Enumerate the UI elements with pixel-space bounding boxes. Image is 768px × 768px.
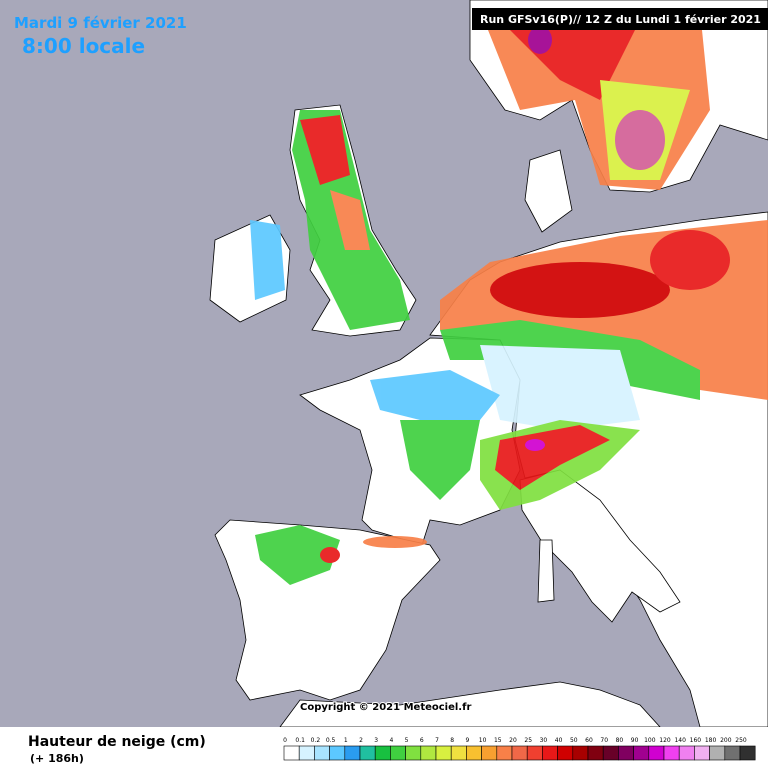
scale-label: 7 — [435, 737, 439, 744]
scale-swatch — [496, 745, 513, 761]
scale-swatch — [618, 745, 634, 761]
scale-swatch — [390, 745, 406, 761]
color-scale: 0 0.1 0.2 0.5 1 2 3 4 5 6 7 8 9 10 15 20 25 30 40 50 60 70 80 9… — [283, 737, 756, 761]
scale-swatch — [542, 745, 558, 761]
scale-swatch — [420, 745, 437, 761]
scale-swatch — [572, 745, 589, 761]
scale-label: 70 — [600, 737, 608, 744]
scale-swatch — [481, 745, 498, 761]
scale-swatch — [314, 745, 330, 761]
scale-swatch — [557, 745, 574, 761]
scale-label: 160 — [690, 737, 702, 744]
run-banner — [472, 8, 768, 30]
scale-label: 140 — [674, 737, 686, 744]
scale-label: 180 — [705, 737, 717, 744]
scale-swatch — [724, 745, 741, 761]
scale-swatch — [587, 745, 604, 761]
scale-swatch — [435, 745, 452, 761]
scale-swatch — [283, 745, 300, 761]
scale-swatch — [739, 745, 756, 761]
scale-label: 3 — [374, 737, 378, 744]
scale-swatch — [374, 745, 391, 761]
scale-label: 1 — [344, 737, 348, 744]
scale-swatch — [466, 745, 482, 761]
scale-swatch — [602, 745, 619, 761]
scale-label: 8 — [450, 737, 454, 744]
scale-swatch — [648, 745, 665, 761]
scale-swatch — [405, 745, 422, 761]
scale-swatch — [633, 745, 650, 761]
legend-lead: (+ 186h) — [30, 752, 84, 765]
scale-swatch — [450, 745, 467, 761]
scale-label: 25 — [524, 737, 532, 744]
scale-label: 250 — [735, 737, 747, 744]
scale-label: 6 — [420, 737, 424, 744]
forecast-date: Mardi 9 février 2021 — [14, 14, 187, 32]
scale-swatch — [344, 745, 361, 761]
scale-swatch — [709, 745, 726, 761]
scale-label: 0.5 — [326, 737, 336, 744]
forecast-time: 8:00 locale — [22, 34, 145, 58]
scale-label: 0.2 — [311, 737, 321, 744]
scale-swatch — [694, 745, 710, 761]
scale-label: 4 — [389, 737, 393, 744]
scale-label: 120 — [659, 737, 671, 744]
snow-cover — [250, 10, 768, 585]
scale-swatch — [526, 745, 543, 761]
scale-label: 2 — [359, 737, 363, 744]
copyright: Copyright © 2021 Meteociel.fr — [300, 702, 471, 713]
scale-label: 30 — [540, 737, 548, 744]
scale-label: 10 — [479, 737, 487, 744]
scale-label: 90 — [631, 737, 639, 744]
scale-swatch — [678, 745, 695, 761]
scale-label: 0 — [283, 737, 287, 744]
scale-label: 80 — [616, 737, 624, 744]
scale-swatch — [359, 745, 376, 761]
legend-title: Hauteur de neige (cm) — [28, 734, 206, 750]
scale-swatch — [298, 745, 315, 761]
scale-swatch — [511, 745, 528, 761]
scale-label: 20 — [509, 737, 517, 744]
scale-label: 15 — [494, 737, 502, 744]
scale-swatch — [329, 745, 346, 761]
scale-label: 50 — [570, 737, 578, 744]
scale-label: 200 — [720, 737, 732, 744]
scale-label: 100 — [644, 737, 656, 744]
scale-label: 9 — [465, 737, 469, 744]
scale-swatch — [663, 745, 680, 761]
scale-label: 40 — [555, 737, 563, 744]
scale-label: 0.1 — [295, 737, 305, 744]
scale-label: 60 — [585, 737, 593, 744]
run-info: Run GFSv16(P)// 12 Z du Lundi 1 février … — [480, 13, 761, 26]
scale-label: 5 — [405, 737, 409, 744]
